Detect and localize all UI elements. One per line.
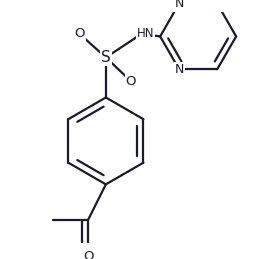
Text: O: O	[83, 250, 93, 259]
Text: S: S	[101, 50, 111, 65]
Text: O: O	[126, 75, 136, 88]
Text: HN: HN	[136, 26, 154, 40]
Text: O: O	[74, 27, 85, 40]
Text: N: N	[174, 63, 184, 76]
Text: N: N	[174, 0, 184, 10]
